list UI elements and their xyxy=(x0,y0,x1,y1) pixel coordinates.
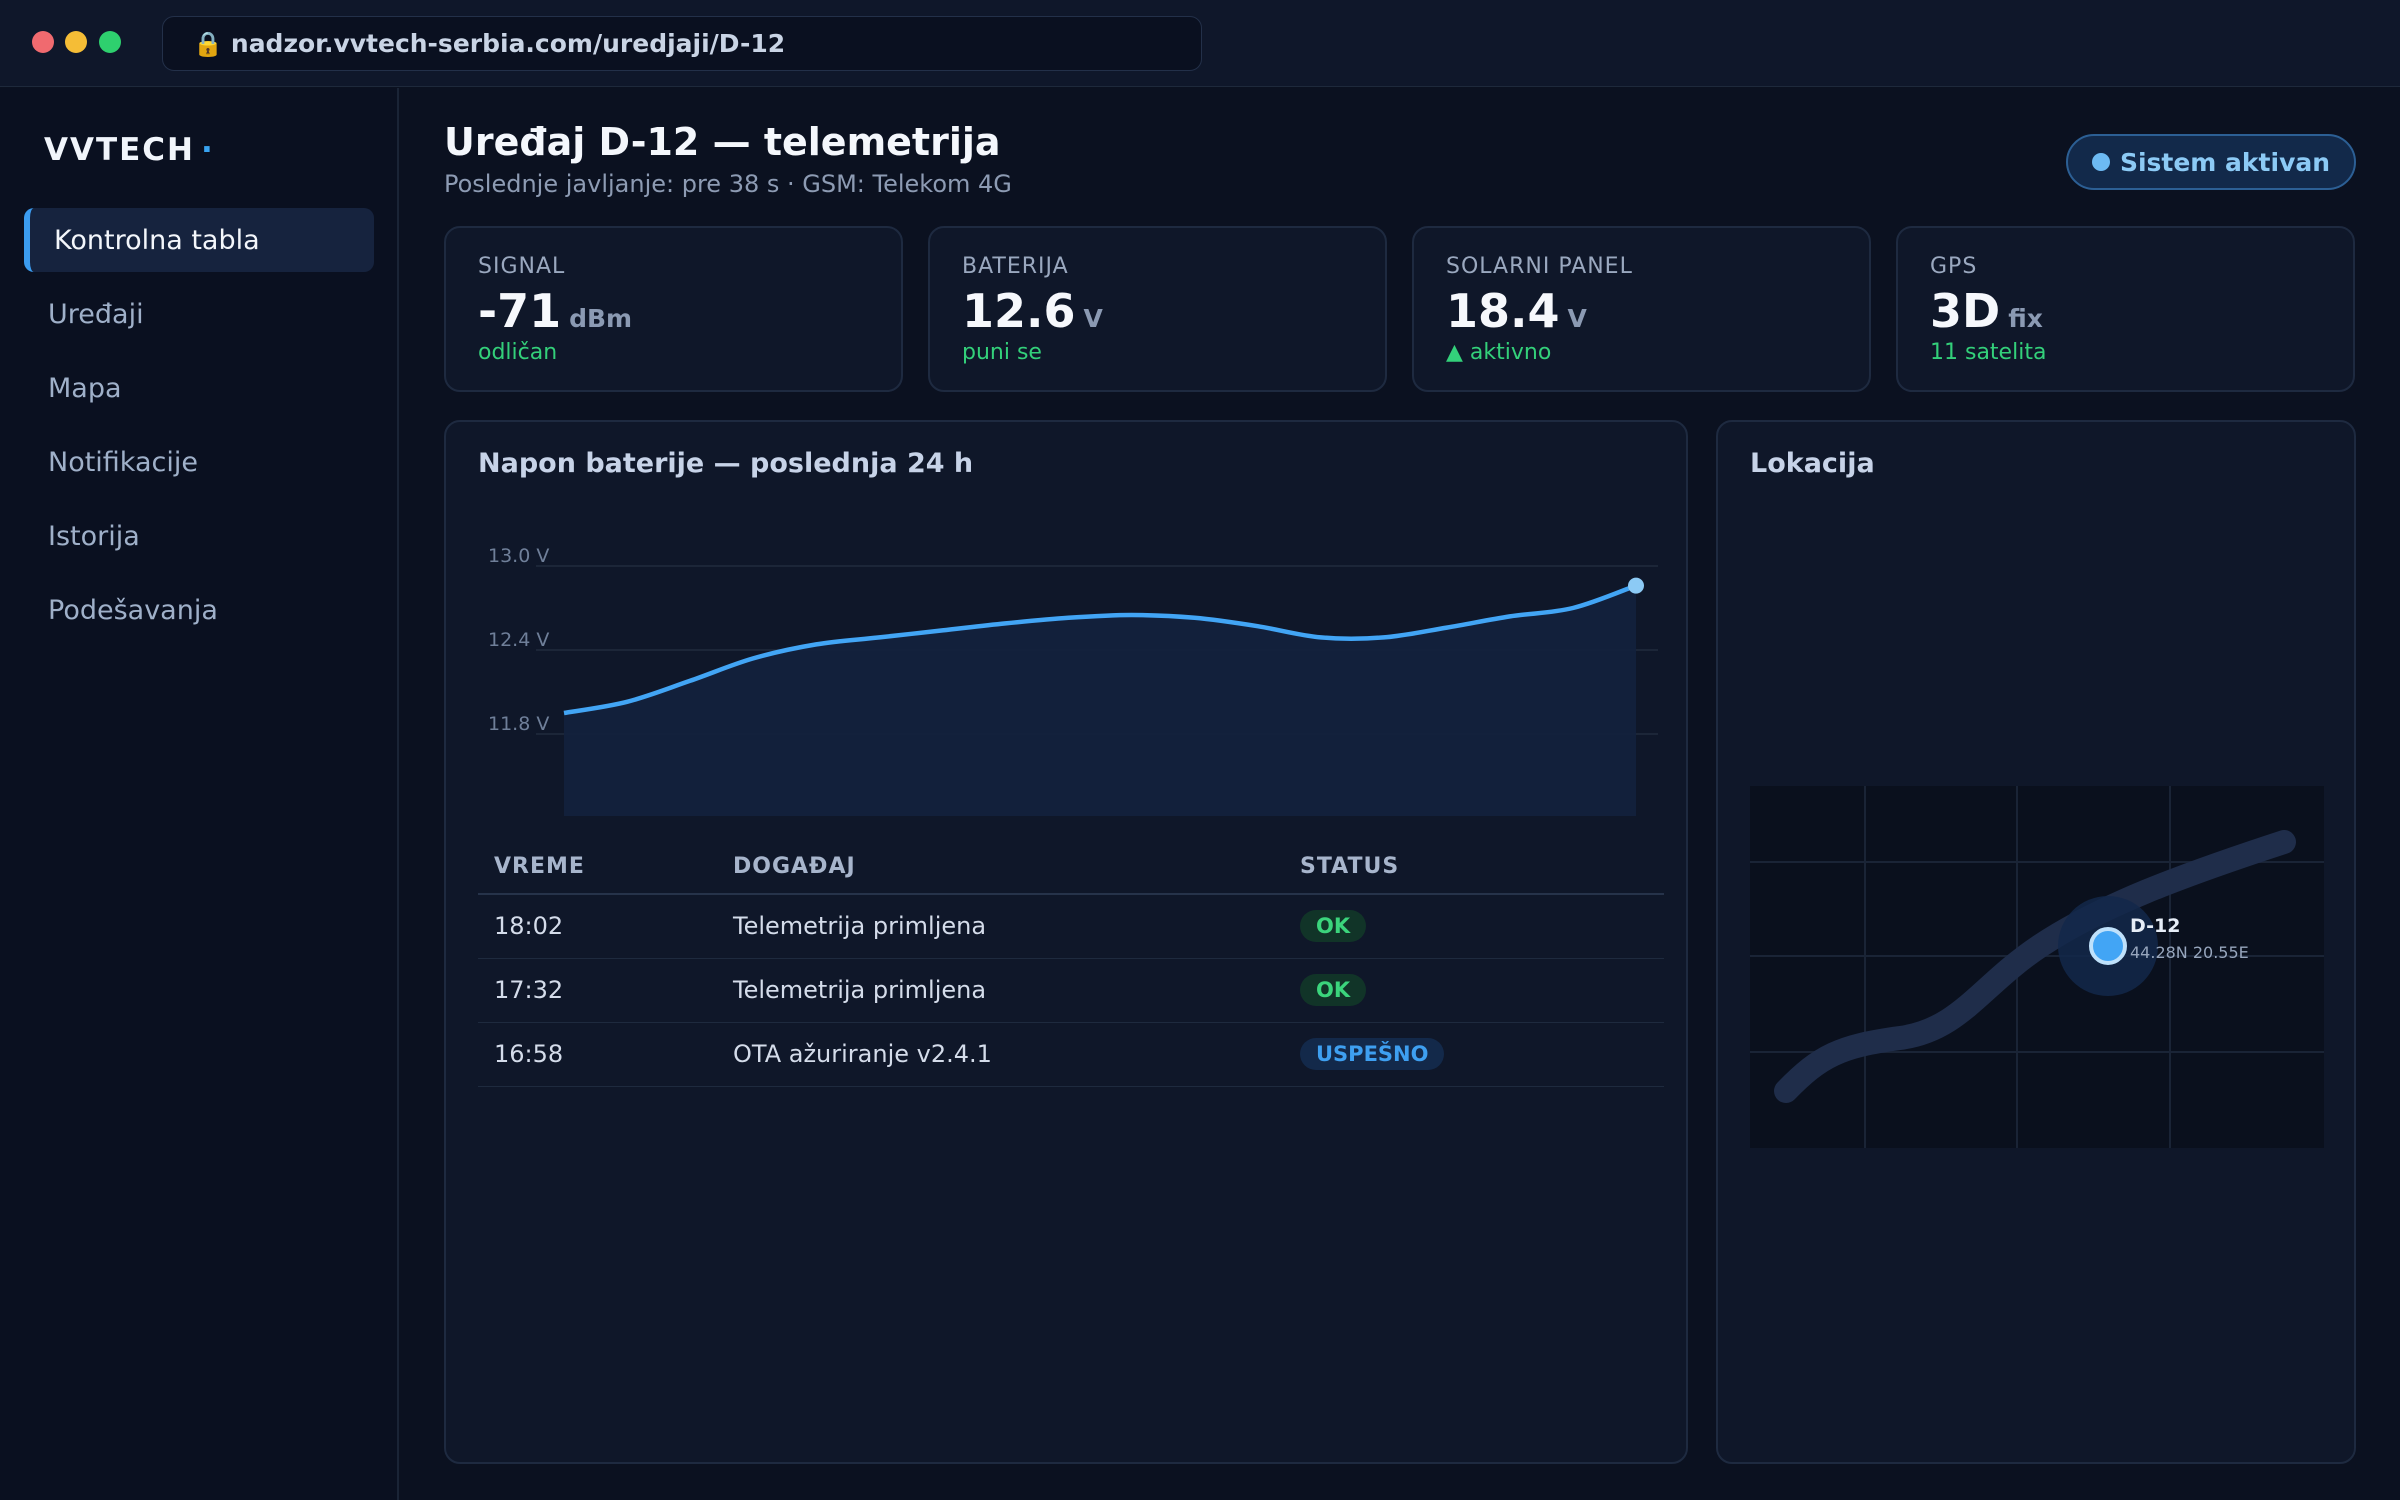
brand-name: VVTECH xyxy=(44,132,196,168)
lock-icon: 🔒 xyxy=(193,29,223,58)
card-note: puni se xyxy=(962,340,1042,365)
card-unit: V xyxy=(1567,304,1587,333)
event-time: 18:02 xyxy=(478,894,717,959)
chart-panel-title: Napon baterije — poslednja 24 h xyxy=(478,448,974,479)
sidebar-item-podesavanja[interactable]: Podešavanja xyxy=(24,578,374,642)
card-value: 3D fix xyxy=(1930,284,2043,338)
card-value-number: -71 xyxy=(478,284,562,338)
route-path xyxy=(1774,830,2296,1103)
table-row[interactable]: 16:58 OTA ažuriranje v2.4.1 USPEŠNO xyxy=(478,1022,1664,1087)
map-background xyxy=(1750,786,2324,1148)
event-description: Telemetrija primljena xyxy=(717,894,1284,959)
column-header-event[interactable]: DOGAĐAJ xyxy=(717,840,1284,895)
brand-dot-icon: · xyxy=(201,132,215,168)
column-header-time[interactable]: VREME xyxy=(478,840,717,895)
card-note: 11 satelita xyxy=(1930,340,2047,365)
card-unit: dBm xyxy=(569,304,633,333)
table-row[interactable]: 18:02 Telemetrija primljena OK xyxy=(478,894,1664,959)
event-time: 16:58 xyxy=(478,1022,717,1087)
card-label: GPS xyxy=(1930,254,1978,279)
battery-chart-panel: Napon baterije — poslednja 24 h 13.0 V 12… xyxy=(444,420,1688,1464)
brand-logo[interactable]: VVTECH · xyxy=(44,132,215,168)
page-subtitle: Poslednje javljanje: pre 38 s · GSM: Tel… xyxy=(444,170,1012,198)
location-map[interactable]: D-12 44.28N 20.55E xyxy=(1750,786,2324,1148)
event-status-cell: USPEŠNO xyxy=(1284,1022,1664,1087)
status-badge: OK xyxy=(1300,974,1367,1006)
status-badge: OK xyxy=(1300,910,1367,943)
sidebar-item-istorija[interactable]: Istorija xyxy=(24,504,374,568)
card-unit: V xyxy=(1083,304,1103,333)
y-tick-label: 11.8 V xyxy=(488,713,549,735)
card-unit: fix xyxy=(2008,304,2043,333)
sidebar-item-label: Kontrolna tabla xyxy=(54,224,260,256)
event-status-cell: OK xyxy=(1284,958,1664,1023)
event-time: 17:32 xyxy=(478,958,717,1023)
sidebar-item-label: Notifikacije xyxy=(48,446,198,478)
sidebar-item-mapa[interactable]: Mapa xyxy=(24,356,374,420)
location-panel-title: Lokacija xyxy=(1750,448,1875,479)
url-text: nadzor.vvtech-serbia.com/uredjaji/D-12 xyxy=(230,29,786,58)
page-title: Uređaj D-12 — telemetrija xyxy=(444,120,1001,164)
status-badge: USPEŠNO xyxy=(1300,1038,1445,1070)
card-note: ▲ aktivno xyxy=(1446,340,1552,365)
gps-card: GPS 3D fix 11 satelita xyxy=(1896,226,2355,392)
card-value-number: 18.4 xyxy=(1446,284,1560,338)
solar-panel-card: SOLARNI PANEL 18.4 V ▲ aktivno xyxy=(1412,226,1871,392)
sidebar: VVTECH · Kontrolna tabla Uređaji Mapa Not… xyxy=(0,88,399,1500)
card-value-number: 3D xyxy=(1930,284,2001,338)
sidebar-item-notifikacije[interactable]: Notifikacije xyxy=(24,430,374,494)
card-label: BATERIJA xyxy=(962,254,1069,279)
sidebar-item-uredjaji[interactable]: Uređaji xyxy=(24,282,374,346)
card-label: SIGNAL xyxy=(478,254,566,279)
column-header-status[interactable]: STATUS xyxy=(1284,840,1664,895)
browser-chrome: 🔒 nadzor.vvtech-serbia.com/uredjaji/D-12 xyxy=(0,0,2400,87)
system-status-badge[interactable]: Sistem aktivan xyxy=(2066,134,2356,190)
card-label: SOLARNI PANEL xyxy=(1446,254,1633,279)
signal-card: SIGNAL -71 dBm odličan xyxy=(444,226,903,392)
sidebar-item-kontrolna-tabla[interactable]: Kontrolna tabla xyxy=(24,208,374,272)
card-note: odličan xyxy=(478,340,558,365)
minimize-window-button[interactable] xyxy=(65,31,87,53)
table-row[interactable]: 17:32 Telemetrija primljena OK xyxy=(478,958,1664,1023)
events-table: VREME DOGAĐAJ STATUS 18:02 Telemetrija p… xyxy=(478,840,1664,1087)
sidebar-item-label: Mapa xyxy=(48,372,122,404)
battery-voltage-chart: 13.0 V 12.4 V 11.8 V xyxy=(488,545,1658,816)
sidebar-item-label: Podešavanja xyxy=(48,594,218,626)
chart-area-fill xyxy=(564,585,1636,816)
device-marker-coords: 44.28N 20.55E xyxy=(2130,943,2249,962)
event-description: Telemetrija primljena xyxy=(717,958,1284,1023)
sidebar-item-label: Istorija xyxy=(48,520,140,552)
card-value: -71 dBm xyxy=(478,284,632,338)
sidebar-item-label: Uređaji xyxy=(48,298,144,330)
table-header-row: VREME DOGAĐAJ STATUS xyxy=(478,840,1664,895)
sidebar-nav: Kontrolna tabla Uređaji Mapa Notifikacij… xyxy=(24,208,374,652)
system-status-label: Sistem aktivan xyxy=(2119,147,2331,177)
card-value-number: 12.6 xyxy=(962,284,1076,338)
y-tick-label: 13.0 V xyxy=(488,545,549,567)
device-marker-label: D-12 xyxy=(2130,915,2180,937)
location-panel: Lokacija D-12 44.28N 20.55E xyxy=(1716,420,2356,1464)
event-status-cell: OK xyxy=(1284,894,1664,959)
close-window-button[interactable] xyxy=(32,31,54,53)
battery-card: BATERIJA 12.6 V puni se xyxy=(928,226,1387,392)
card-value: 12.6 V xyxy=(962,284,1103,338)
chart-series-line xyxy=(563,583,1637,716)
y-tick-label: 12.4 V xyxy=(488,629,549,651)
maximize-window-button[interactable] xyxy=(99,31,121,53)
device-location-marker-icon[interactable] xyxy=(2089,927,2127,965)
address-bar[interactable]: 🔒 nadzor.vvtech-serbia.com/uredjaji/D-12 xyxy=(162,16,1202,71)
card-value: 18.4 V xyxy=(1446,284,1587,338)
status-dot-icon xyxy=(2091,153,2110,171)
event-description: OTA ažuriranje v2.4.1 xyxy=(717,1022,1284,1087)
latest-value-marker xyxy=(1628,577,1644,594)
